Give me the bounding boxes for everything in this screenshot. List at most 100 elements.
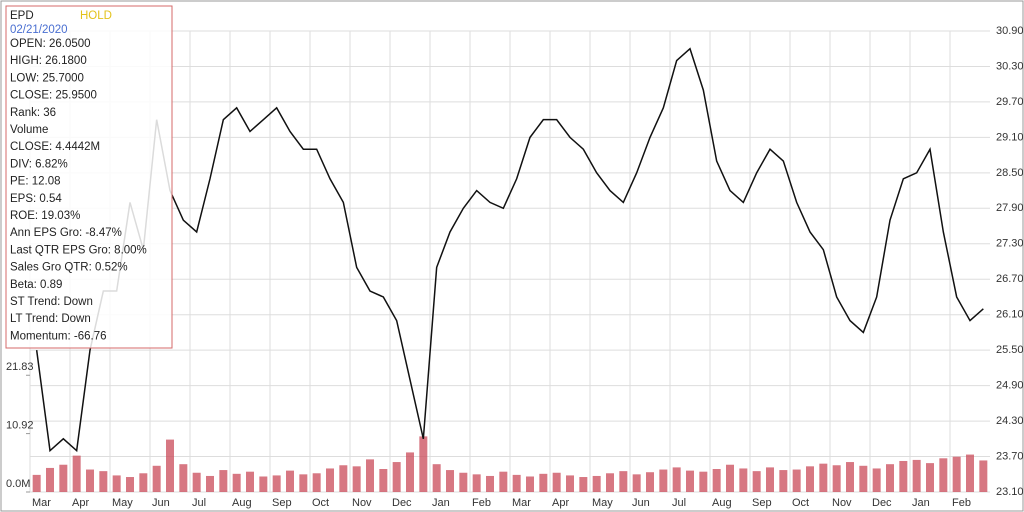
x-tick-label: Mar [32, 497, 51, 509]
volume-bar [806, 466, 814, 492]
volume-bar [392, 462, 401, 492]
y-tick-label: 26.10 [996, 309, 1024, 321]
volume-bar [432, 464, 441, 492]
volume-bar [166, 439, 174, 492]
volume-bar [32, 474, 41, 492]
volume-bar [552, 472, 561, 492]
volume-bar [46, 467, 54, 492]
panel-line: EPS: 0.54 [10, 193, 62, 205]
y-tick-label: 29.70 [996, 96, 1024, 108]
x-tick-label: Apr [552, 497, 569, 509]
panel-line: Ann EPS Gro: -8.47% [10, 227, 122, 239]
x-tick-label: Oct [312, 497, 329, 509]
x-tick-label: Jul [192, 497, 206, 509]
volume-bar [606, 473, 614, 492]
panel-line: HIGH: 26.1800 [10, 55, 87, 67]
volume-bar [526, 476, 534, 492]
x-tick-label: Oct [792, 497, 809, 509]
volume-bar [819, 463, 828, 492]
y2-tick-label: 0.0M [6, 478, 30, 490]
volume-bar [539, 473, 548, 492]
y-tick-label: 23.10 [996, 486, 1024, 498]
volume-bar [672, 467, 681, 492]
volume-bar [219, 470, 228, 492]
y-tick-label: 23.70 [996, 450, 1024, 462]
volume-bar [739, 468, 748, 492]
x-tick-label: May [112, 497, 133, 509]
volume-bar [726, 464, 734, 492]
panel-line: LT Trend: Down [10, 313, 91, 325]
volume-bar [646, 472, 654, 492]
x-tick-label: Mar [512, 497, 531, 509]
volume-bar [352, 466, 361, 492]
x-tick-label: Feb [952, 497, 971, 509]
panel-line: Last QTR EPS Gro: 8.00% [10, 244, 147, 256]
x-tick-label: Jul [672, 497, 686, 509]
volume-bar [379, 469, 388, 492]
x-tick-label: Nov [832, 497, 852, 509]
volume-bar [792, 469, 801, 492]
volume-bar [659, 469, 668, 492]
info-panel: EPD HOLD 02/21/2020 OPEN: 26.0500 HIGH: 2… [5, 5, 173, 349]
volume-bar [619, 471, 628, 492]
volume-bar [152, 465, 161, 492]
volume-bar [886, 464, 894, 492]
y-tick-label: 29.10 [996, 131, 1024, 143]
price-line [35, 47, 984, 453]
volume-bar [566, 475, 574, 492]
volume-bar [966, 454, 974, 492]
panel-line: CLOSE: 4.4442M [10, 141, 100, 153]
volume-bar [592, 475, 601, 492]
panel-line: ROE: 19.03% [10, 210, 80, 222]
volume-bar [499, 471, 508, 492]
volume-bar [366, 459, 374, 492]
volume-bar [712, 469, 721, 492]
volume-bar [259, 476, 268, 492]
x-tick-label: Jun [152, 497, 170, 509]
panel-line: Sales Gro QTR: 0.52% [10, 262, 128, 274]
y-tick-label: 30.90 [996, 25, 1024, 37]
volume-bar [179, 464, 188, 492]
x-tick-label: Feb [472, 497, 491, 509]
x-tick-label: Sep [272, 497, 292, 509]
panel-line: Volume [10, 124, 48, 136]
volume-bar [232, 473, 241, 492]
volume-bar [952, 456, 961, 492]
x-tick-label: Jan [912, 497, 930, 509]
panel-line: LOW: 25.7000 [10, 72, 84, 84]
volume-bar [72, 455, 81, 492]
volume-bar [939, 458, 948, 492]
panel-line: ST Trend: Down [10, 296, 93, 308]
rating: HOLD [80, 10, 112, 22]
volume-bar [752, 471, 761, 492]
y-tick-label: 25.50 [996, 344, 1024, 356]
x-tick-label: Aug [232, 497, 252, 509]
volume-bar [459, 472, 468, 492]
x-tick-label: May [592, 497, 613, 509]
y-tick-label: 27.90 [996, 202, 1024, 214]
volume-bar [419, 436, 428, 492]
volume-bar [686, 470, 694, 492]
panel-line: Momentum: -66.76 [10, 330, 107, 342]
volume-bar [192, 472, 201, 492]
date: 02/21/2020 [10, 24, 68, 36]
volume-bar [339, 465, 348, 492]
volume-bar [59, 464, 68, 492]
panel-line: CLOSE: 25.9500 [10, 90, 97, 102]
volume-bar [406, 452, 414, 492]
volume-bar [312, 473, 321, 492]
y-tick-label: 24.30 [996, 415, 1024, 427]
volume-bar [766, 467, 774, 492]
volume-bar [299, 474, 308, 492]
x-tick-label: Aug [712, 497, 732, 509]
panel-line: PE: 12.08 [10, 176, 61, 188]
volume-bar [99, 471, 108, 492]
volume-bar [979, 460, 988, 492]
volume-bar [632, 474, 641, 492]
volume-bar [112, 475, 121, 492]
panel-line: Beta: 0.89 [10, 279, 62, 291]
volume-bar [286, 470, 294, 492]
x-tick-label: Apr [72, 497, 89, 509]
panel-line: Rank: 36 [10, 107, 56, 119]
